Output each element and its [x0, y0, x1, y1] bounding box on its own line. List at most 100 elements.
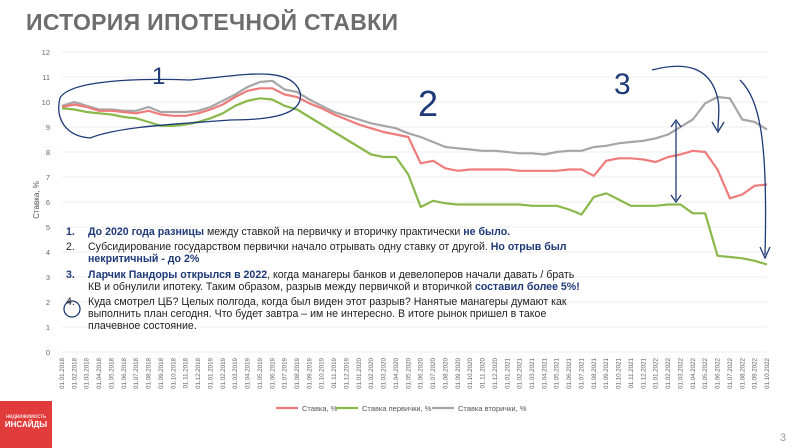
x-tick-label: 01.01.2021: [504, 357, 511, 389]
x-tick-label: 01.10.2019: [319, 357, 326, 389]
note-bold: Но отрыв был некритичный - до 2%: [88, 241, 567, 266]
y-tick-label: 5: [46, 223, 50, 232]
x-tick-label: 01.01.2020: [356, 357, 363, 389]
x-tick-label: 01.11.2018: [183, 357, 190, 388]
annotation-mark-3: 3: [614, 68, 631, 101]
x-tick-label: 01.07.2019: [282, 357, 289, 389]
x-tick-label: 01.05.2018: [108, 357, 115, 389]
y-tick-label: 1: [46, 323, 50, 332]
note-bold: Ларчик Пандоры открылся в 2022: [88, 268, 268, 281]
x-tick-label: 01.10.2022: [764, 357, 771, 389]
x-tick-label: 01.12.2021: [640, 357, 647, 389]
x-tick-label: 01.06.2020: [418, 357, 425, 389]
x-tick-label: 01.12.2020: [492, 357, 499, 389]
note-number: 4.: [66, 296, 75, 309]
x-tick-label: 01.02.2020: [368, 357, 375, 389]
x-tick-label: 01.06.2021: [566, 357, 573, 389]
note-2: 2. Субсидирование государством первички …: [66, 241, 586, 265]
notes-list: 1. До 2020 года разницы между ставкой на…: [66, 226, 586, 336]
x-tick-label: 01.09.2021: [603, 357, 610, 389]
x-tick-label: 01.02.2019: [220, 357, 227, 389]
chart-legend: Ставка, % Ставка первички, % Ставка вторич…: [276, 404, 527, 413]
note-4: 4. Куда смотрел ЦБ? Целых полгода, когда…: [66, 296, 586, 333]
legend-label: Ставка вторички, %: [458, 404, 527, 413]
y-axis-label: Ставка, %: [32, 181, 41, 219]
y-tick-label: 6: [46, 198, 50, 207]
annotation-ellipse-1: [58, 73, 301, 139]
y-tick-label: 0: [46, 348, 50, 357]
note-bold-2: не было.: [463, 226, 511, 238]
x-tick-label: 01.12.2018: [195, 357, 202, 389]
x-tick-label: 01.12.2019: [343, 357, 350, 389]
y-tick-label: 7: [46, 173, 50, 182]
x-tick-label: 01.04.2022: [690, 357, 697, 389]
x-tick-label: 01.10.2020: [467, 357, 474, 389]
note-number: 2.: [66, 241, 75, 254]
x-tick-label: 01.03.2021: [529, 357, 536, 389]
y-tick-label: 8: [46, 148, 50, 157]
chart-series: [61, 79, 768, 266]
x-tick-label: 01.07.2018: [133, 357, 140, 389]
x-tick-label: 01.06.2022: [715, 357, 722, 389]
series-line: [61, 79, 768, 156]
y-tick-label: 12: [42, 48, 50, 57]
x-tick-label: 01.11.2019: [331, 357, 338, 388]
y-tick-label: 3: [46, 273, 50, 282]
annotation-mark-2: 2: [418, 83, 438, 124]
x-tick-label: 01.05.2022: [702, 357, 709, 389]
x-tick-label: 01.11.2021: [628, 357, 635, 388]
x-axis-ticks: 01.01.2018 01.02.2018 01.03.2018 01.04.2018…: [59, 357, 771, 389]
note-number: 1.: [66, 226, 75, 238]
annotation-mark-1: 1: [152, 63, 165, 90]
chart-grid: [62, 51, 767, 353]
page-number: 3: [779, 432, 786, 444]
y-tick-label: 9: [46, 123, 50, 132]
x-tick-label: 01.01.2019: [207, 357, 214, 389]
x-tick-label: 01.08.2021: [591, 357, 598, 389]
x-tick-label: 01.07.2020: [430, 357, 437, 389]
x-tick-label: 01.08.2019: [294, 357, 301, 389]
x-tick-label: 01.04.2018: [96, 357, 103, 389]
note-text: Куда смотрел ЦБ? Целых полгода, когда бы…: [88, 296, 567, 333]
series-line: [61, 97, 768, 266]
x-tick-label: 01.05.2020: [405, 357, 412, 389]
x-tick-label: 01.11.2020: [480, 357, 487, 388]
note-bold: До 2020 года разницы: [88, 226, 204, 238]
x-tick-label: 01.05.2021: [554, 357, 561, 389]
x-tick-label: 01.03.2019: [232, 357, 239, 389]
y-tick-label: 2: [46, 298, 50, 307]
x-tick-label: 01.03.2020: [381, 357, 388, 389]
x-tick-label: 01.09.2022: [752, 357, 759, 389]
logo-line-1: недвижимость: [5, 414, 47, 420]
x-tick-label: 01.10.2018: [170, 357, 177, 389]
note-text: между ставкой на первичку и вторичку пра…: [204, 226, 464, 238]
x-tick-label: 01.09.2019: [306, 357, 313, 389]
x-tick-label: 01.01.2022: [653, 357, 660, 389]
note-number: 3.: [66, 268, 75, 281]
x-tick-label: 01.03.2022: [677, 357, 684, 389]
annotation-arrow-3c: [739, 79, 771, 260]
legend-label: Ставка первички, %: [362, 404, 432, 413]
x-tick-label: 01.06.2019: [269, 357, 276, 389]
annotation-arrow-3b: [670, 118, 682, 204]
x-tick-label: 01.08.2022: [739, 357, 746, 389]
note-text: , когда манагеры банков и девелоперов на…: [88, 268, 575, 293]
x-tick-label: 01.08.2018: [146, 357, 153, 389]
x-tick-label: 01.03.2018: [84, 357, 91, 389]
note-1: 1. До 2020 года разницы между ставкой на…: [66, 226, 586, 238]
annotation-arrow-3: [651, 65, 725, 134]
y-tick-label: 10: [42, 98, 50, 107]
annotation-circle-4: [63, 300, 81, 318]
note-bold-2: составил более 5%!: [474, 280, 580, 293]
x-tick-label: 01.02.2021: [517, 357, 524, 389]
handwritten-annotations: [58, 65, 771, 318]
x-tick-label: 01.01.2018: [59, 357, 66, 389]
x-tick-label: 01.04.2019: [245, 357, 252, 389]
y-tick-label: 11: [42, 73, 50, 82]
x-tick-label: 01.09.2018: [158, 357, 165, 389]
x-tick-label: 01.06.2018: [121, 357, 128, 389]
page-title: ИСТОРИЯ ИПОТЕЧНОЙ СТАВКИ: [26, 9, 399, 35]
brand-logo: недвижимость ИНСАЙДЫ: [0, 401, 52, 448]
